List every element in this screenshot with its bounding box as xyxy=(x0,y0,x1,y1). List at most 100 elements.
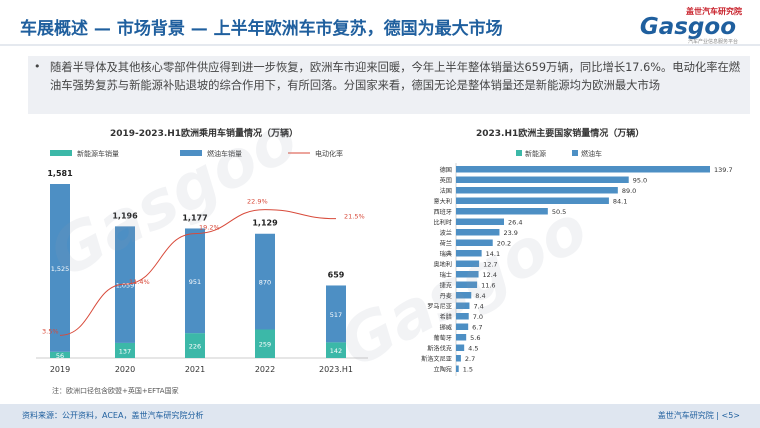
ice-bar xyxy=(115,226,135,343)
country-label: 挪威 xyxy=(440,324,452,332)
ice-value-label: 951 xyxy=(189,278,201,286)
nev-bar xyxy=(115,342,135,358)
country-value-label: 12.7 xyxy=(483,261,497,269)
rate-line xyxy=(59,209,337,336)
country-value-label: 20.2 xyxy=(497,240,511,248)
country-value-label: 7.4 xyxy=(473,303,483,311)
country-bar xyxy=(456,355,461,362)
right-chart-title: 2023.H1欧洲主要国家销量情况（万辆） xyxy=(476,129,645,139)
country-value-label: 84.1 xyxy=(613,198,627,206)
country-label: 瑞士 xyxy=(440,271,452,279)
total-label: 1,177 xyxy=(182,213,207,222)
country-value-label: 23.9 xyxy=(503,229,517,237)
left-chart: 新能源车销量 燃油车销量 电动化率561,5251,58120191371,0591… xyxy=(36,149,368,374)
ice-bar xyxy=(50,184,70,352)
legend-label: 燃油车 xyxy=(581,149,602,158)
country-label: 葡萄牙 xyxy=(433,334,452,342)
legend-swatch xyxy=(572,150,578,156)
rate-label: 21.5% xyxy=(344,213,365,221)
country-bar xyxy=(456,218,504,225)
country-label: 法国 xyxy=(440,187,452,195)
country-value-label: 2.7 xyxy=(465,355,475,363)
country-bar xyxy=(456,323,469,330)
x-tick-label: 2019 xyxy=(50,365,70,374)
legend-label: 新能源 xyxy=(525,149,546,158)
nev-bar xyxy=(255,329,275,358)
country-bar xyxy=(456,187,618,194)
country-bar xyxy=(456,365,459,372)
country-bar xyxy=(456,292,472,299)
country-label: 罗马尼亚 xyxy=(427,303,452,311)
country-label: 西班牙 xyxy=(433,208,452,216)
country-bar xyxy=(456,271,479,278)
country-bar xyxy=(456,344,465,351)
rate-label: 3.5% xyxy=(42,327,59,335)
country-label: 意大利 xyxy=(433,198,452,206)
country-label: 瑞典 xyxy=(440,250,452,258)
logo-sub-text: 汽车产业信息服务平台 xyxy=(687,39,738,45)
x-tick-label: 2020 xyxy=(115,365,135,374)
total-label: 1,581 xyxy=(47,169,73,178)
nev-bar xyxy=(185,333,205,358)
country-label: 立陶宛 xyxy=(433,366,452,374)
country-label: 荷兰 xyxy=(440,240,452,248)
country-label: 捷克 xyxy=(440,282,452,290)
legend-label: 新能源车销量 xyxy=(77,149,119,158)
ice-value-label: 870 xyxy=(259,279,271,287)
country-bar xyxy=(456,250,482,257)
country-label: 希腊 xyxy=(440,313,452,321)
country-bar xyxy=(456,197,609,204)
summary-text: 随着半导体及其他核心零部件供应得到进一步恢复，欧洲车市迎来回暖，今年上半年整体销… xyxy=(50,61,741,92)
ice-bar xyxy=(326,285,346,343)
footer-bar: 资料来源：公开资料，ACEA，盖世汽车研究院分析 盖世汽车研究院 | <5> xyxy=(0,404,760,428)
country-value-label: 12.4 xyxy=(483,271,497,279)
country-value-label: 8.4 xyxy=(475,292,485,300)
country-value-label: 7.0 xyxy=(473,313,483,321)
country-label: 斯洛伐克 xyxy=(427,345,452,353)
legend-swatch xyxy=(180,150,202,156)
x-tick-label: 2022 xyxy=(255,365,275,374)
x-tick-label: 2021 xyxy=(185,365,205,374)
rate-label: 11.4% xyxy=(129,278,150,286)
legend-label: 电动化率 xyxy=(315,149,343,158)
ice-bar xyxy=(255,233,275,330)
rate-label: 22.9% xyxy=(247,198,268,206)
country-value-label: 11.6 xyxy=(481,282,495,290)
country-label: 丹麦 xyxy=(440,292,452,300)
country-value-label: 139.7 xyxy=(714,166,733,174)
country-label: 英国 xyxy=(440,177,452,185)
x-tick-label: 2023.H1 xyxy=(319,365,353,374)
nev-bar xyxy=(326,342,346,358)
country-value-label: 1.5 xyxy=(463,366,473,374)
country-label: 奥地利 xyxy=(433,261,452,269)
header-divider xyxy=(0,44,760,46)
country-bar xyxy=(456,281,478,288)
legend-swatch xyxy=(50,150,72,156)
ice-bar xyxy=(185,228,205,334)
country-bar xyxy=(456,229,500,236)
ice-value-label: 1,059 xyxy=(116,282,135,290)
chart-note: 注：欧洲口径包含欧盟+英国+EFTA国家 xyxy=(52,387,179,395)
nev-value-label: 137 xyxy=(119,347,131,355)
country-label: 德国 xyxy=(440,166,452,174)
country-value-label: 4.5 xyxy=(468,345,478,353)
country-value-label: 14.1 xyxy=(486,250,500,258)
country-value-label: 5.6 xyxy=(470,334,480,342)
logo-main-text: Gasgoo xyxy=(639,14,736,40)
summary-box: • 随着半导体及其他核心零部件供应得到进一步恢复，欧洲车市迎来回暖，今年上半年整… xyxy=(28,56,750,114)
rate-label: 19.2% xyxy=(199,224,220,232)
nev-value-label: 226 xyxy=(189,343,201,351)
nev-value-label: 259 xyxy=(259,341,271,349)
country-label: 斯洛文尼亚 xyxy=(421,355,452,363)
gasgoo-logo: 盖世汽车研究院 Gasgoo 汽车产业信息服务平台 xyxy=(622,6,742,46)
legend-swatch xyxy=(516,150,522,156)
summary-bullet: • xyxy=(34,60,41,73)
nev-value-label: 142 xyxy=(330,347,342,355)
country-label: 波兰 xyxy=(440,229,452,237)
country-value-label: 50.5 xyxy=(552,208,566,216)
country-value-label: 89.0 xyxy=(622,187,636,195)
legend-label: 燃油车销量 xyxy=(207,149,242,158)
left-chart-title: 2019-2023.H1欧洲乘用车销量情况（万辆） xyxy=(110,129,299,139)
country-bar xyxy=(456,260,480,267)
country-value-label: 95.0 xyxy=(633,177,647,185)
